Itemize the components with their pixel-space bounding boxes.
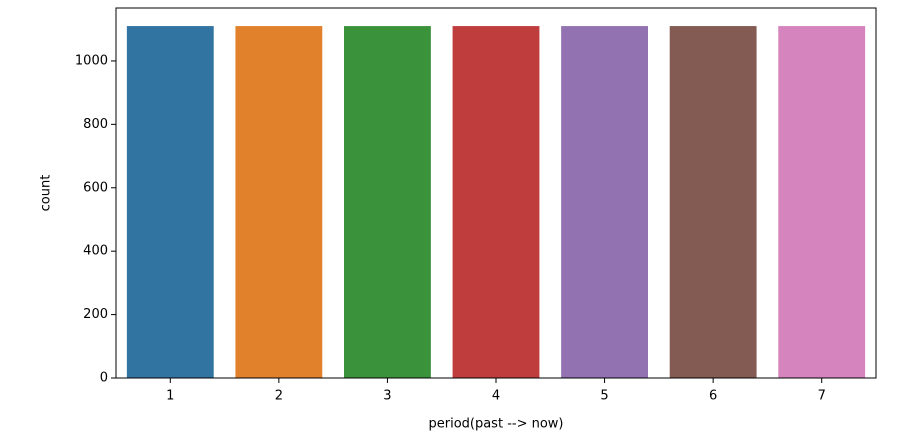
y-tick-label: 0 — [100, 371, 108, 386]
x-tick-label: 7 — [818, 389, 826, 404]
bar — [452, 26, 540, 378]
x-tick-label: 5 — [600, 389, 608, 404]
y-tick-label: 1000 — [75, 53, 108, 68]
bar — [669, 26, 757, 378]
bar — [344, 26, 431, 378]
plot-frame — [115, 7, 877, 379]
bar — [126, 26, 214, 378]
x-tick-label: 6 — [709, 389, 717, 404]
y-tick-label: 600 — [83, 180, 108, 195]
x-axis-label: period(past --> now) — [428, 417, 563, 432]
x-tick-label: 2 — [275, 389, 283, 404]
bar — [778, 26, 866, 378]
x-tick-label: 1 — [166, 389, 174, 404]
y-tick-label: 800 — [83, 117, 108, 132]
y-tick-label: 200 — [83, 307, 108, 322]
bar — [235, 26, 323, 378]
x-tick-label: 3 — [383, 389, 391, 404]
bar — [561, 26, 648, 378]
y-tick-label: 400 — [83, 244, 108, 259]
y-axis-label: count — [39, 175, 54, 212]
x-tick-label: 4 — [492, 389, 500, 404]
